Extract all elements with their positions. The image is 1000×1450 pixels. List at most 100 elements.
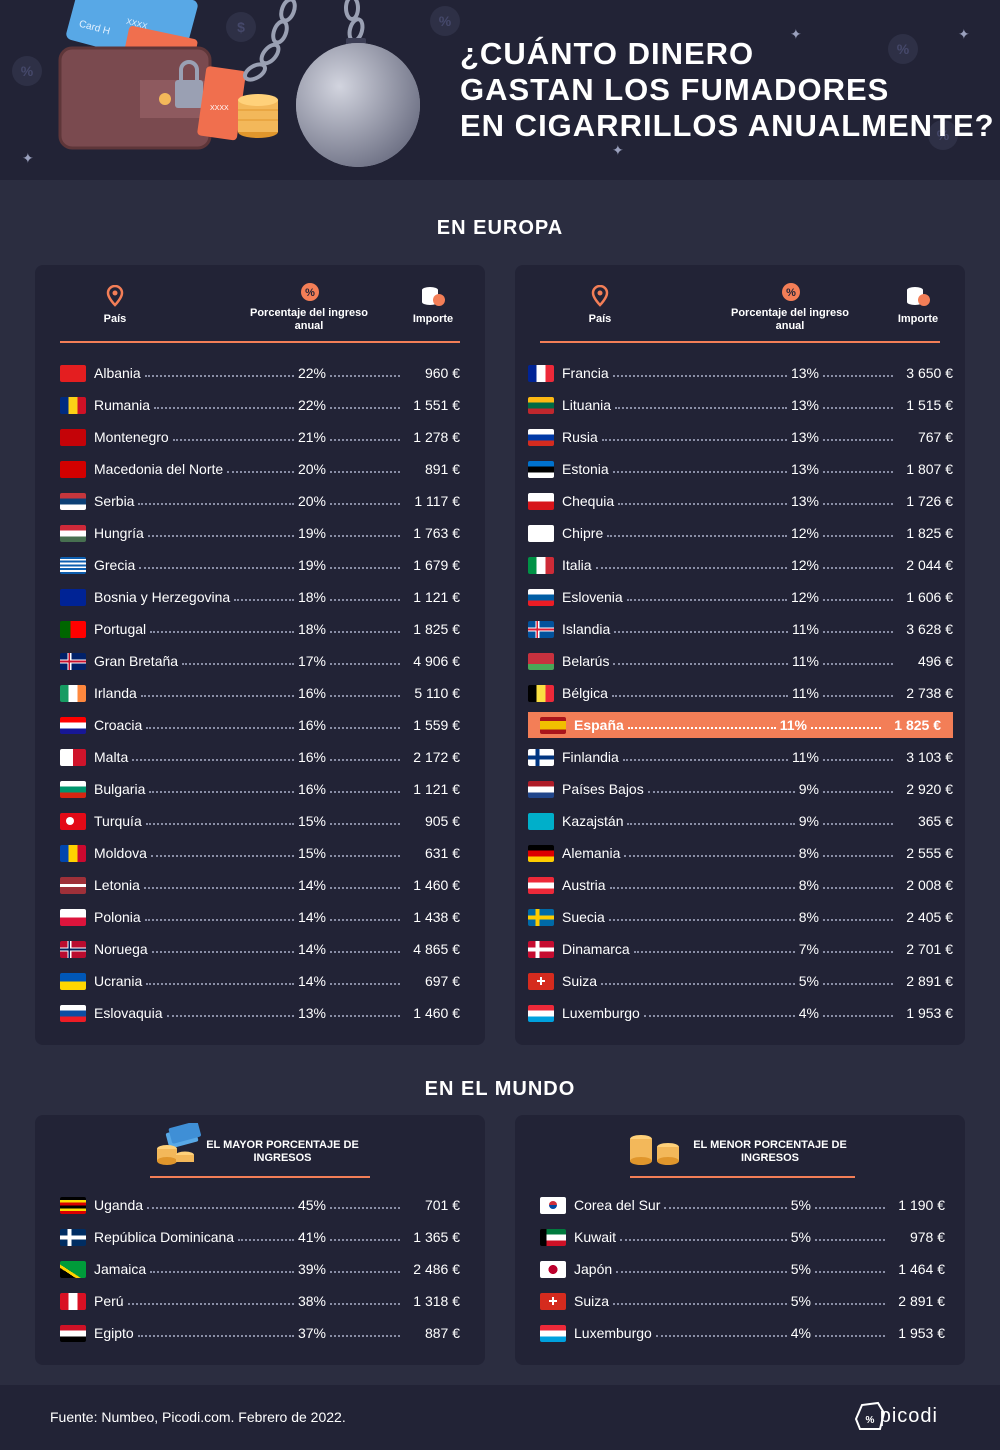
amount-value: 3 103 € [906, 749, 953, 765]
percent-value: 8% [798, 877, 819, 893]
hero-header: Card H XXXX XXXX [0, 0, 1000, 180]
dot-leader [144, 919, 294, 921]
amount-value: 2 891 € [906, 973, 953, 989]
dot-leader [612, 375, 787, 377]
flag-sweden-icon [528, 908, 554, 926]
country-name: Estonia [562, 461, 609, 477]
dot-leader [823, 631, 893, 633]
country-name: Montenegro [94, 429, 169, 445]
flag-moldova-icon [60, 844, 86, 862]
country-name: Rusia [562, 429, 598, 445]
table-row: Macedonia del Norte 20% 891 € [60, 456, 460, 482]
dot-leader [613, 663, 789, 665]
dot-leader [330, 663, 400, 665]
table-row: Bélgica 11% 2 738 € [528, 680, 953, 706]
percent-value: 5% [798, 973, 819, 989]
table-row: Uganda 45% 701 € [60, 1192, 460, 1218]
amount-value: 887 € [424, 1325, 460, 1341]
dot-leader [612, 471, 787, 473]
dot-leader [633, 951, 795, 953]
table-row: Países Bajos 9% 2 920 € [528, 776, 953, 802]
country-name: Corea del Sur [574, 1197, 661, 1213]
amount-value: 4 865 € [413, 941, 460, 957]
flag-lithuania-icon [528, 396, 554, 414]
flag-luxembourg-icon [540, 1324, 566, 1342]
dot-leader [620, 1239, 787, 1241]
amount-value: 2 172 € [413, 749, 460, 765]
percent-value: 45% [297, 1197, 326, 1213]
table-row: Albania 22% 960 € [60, 360, 460, 386]
sparkle-icon: ✦ [22, 150, 34, 166]
table-row: Noruega 14% 4 865 € [60, 936, 460, 962]
dot-leader [823, 951, 893, 953]
amount-value: 1 460 € [413, 1005, 460, 1021]
percent-value: 5% [790, 1261, 811, 1277]
coin-stack-icon [238, 94, 278, 138]
dot-leader [823, 375, 893, 377]
ball-and-chain-icon [296, 0, 420, 167]
dot-leader [613, 1303, 787, 1305]
header-divider [150, 1176, 370, 1178]
dot-leader [330, 1335, 400, 1337]
dot-leader [664, 1207, 787, 1209]
amount-value: 1 726 € [906, 493, 953, 509]
percent-value: 4% [798, 1005, 819, 1021]
country-name: Kazajstán [562, 813, 624, 829]
dot-leader [815, 1207, 885, 1209]
percent-value: 13% [790, 365, 819, 381]
dot-leader [132, 759, 294, 761]
amount-value: 1 763 € [413, 525, 460, 541]
table-row: Portugal 18% 1 825 € [60, 616, 460, 642]
dot-leader [330, 823, 400, 825]
highest-title: EL MAYOR PORCENTAJE DE INGRESOS [206, 1139, 359, 1164]
amount-value: 891 € [424, 461, 460, 477]
svg-text:%: % [786, 287, 796, 299]
country-name: Bulgaria [94, 781, 146, 797]
flag-czech-icon [528, 492, 554, 510]
dot-leader [330, 1303, 400, 1305]
dot-leader [330, 1271, 400, 1273]
percent-value: 41% [297, 1229, 326, 1245]
coins-icon [422, 287, 445, 306]
dot-leader [127, 1303, 294, 1305]
dot-leader [823, 1015, 893, 1017]
dot-leader [601, 439, 787, 441]
country-name: Perú [94, 1293, 124, 1309]
dot-leader [609, 887, 795, 889]
dot-leader [624, 855, 795, 857]
dot-leader [643, 1015, 795, 1017]
percent-value: 8% [798, 909, 819, 925]
percent-value: 18% [297, 621, 326, 637]
percent-value: 13% [297, 1005, 326, 1021]
percent-value: 15% [297, 813, 326, 829]
flag-croatia-icon [60, 716, 86, 734]
table-row: Francia 13% 3 650 € [528, 360, 953, 386]
table-row: Japón 5% 1 464 € [540, 1256, 945, 1282]
amount-value: 2 891 € [898, 1293, 945, 1309]
percent-value: 20% [297, 493, 326, 509]
dot-leader [615, 407, 787, 409]
flag-denmark-icon [528, 940, 554, 958]
country-name: Luxemburgo [574, 1325, 652, 1341]
flag-netherlands-icon [528, 780, 554, 798]
percent-value: 15% [297, 845, 326, 861]
table-row: Rusia 13% 767 € [528, 424, 953, 450]
table-row: Jamaica 39% 2 486 € [60, 1256, 460, 1282]
country-name: Croacia [94, 717, 143, 733]
table-row: Bosnia y Herzegovina 18% 1 121 € [60, 584, 460, 610]
table-row: Eslovaquia 13% 1 460 € [60, 1000, 460, 1026]
table-row: Alemania 8% 2 555 € [528, 840, 953, 866]
amount-value: 2 044 € [906, 557, 953, 573]
column-country: País [103, 313, 127, 325]
amount-value: 4 906 € [413, 653, 460, 669]
dot-leader [330, 631, 400, 633]
dot-leader [150, 1271, 294, 1273]
country-name: Suiza [574, 1293, 610, 1309]
sparkle-icon: ✦ [612, 142, 624, 158]
dot-leader [330, 1207, 400, 1209]
dot-leader [823, 983, 893, 985]
column-amount: Importe [412, 313, 454, 325]
dot-leader [330, 887, 400, 889]
country-name: Suecia [562, 909, 605, 925]
dot-leader [823, 535, 893, 537]
